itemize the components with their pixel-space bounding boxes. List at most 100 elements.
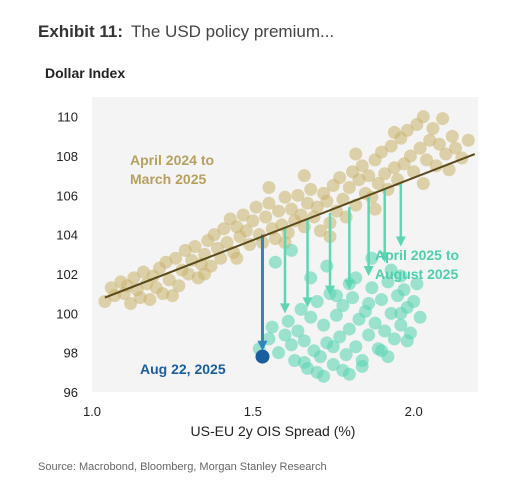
data-point-period1 — [375, 145, 388, 159]
data-point-period1 — [333, 171, 347, 185]
data-point-period1 — [236, 208, 250, 222]
data-point-period1 — [426, 121, 440, 135]
data-point-period1 — [165, 289, 179, 303]
data-point-period1 — [442, 163, 456, 177]
arrow-head — [379, 252, 390, 263]
data-point-period1 — [439, 147, 453, 161]
series-label-period2: April 2025 to August 2025 — [375, 247, 463, 282]
data-point-period2 — [294, 302, 308, 316]
data-point-period2 — [381, 350, 395, 364]
data-point-period2 — [394, 269, 408, 283]
data-point-period2 — [394, 306, 408, 320]
data-point-period2 — [278, 328, 292, 342]
data-point-period1 — [313, 224, 327, 238]
data-point-period2 — [375, 293, 388, 307]
data-point-period1 — [445, 129, 459, 143]
data-point-period2 — [346, 291, 360, 305]
data-point-period2 — [407, 295, 421, 309]
data-point-period2 — [381, 275, 395, 289]
data-point-period1 — [98, 295, 112, 309]
data-point-period1 — [304, 182, 318, 196]
y-tick-label: 96 — [64, 385, 78, 400]
data-point-period1 — [284, 202, 298, 216]
data-point-period1 — [156, 287, 170, 301]
data-point-period2 — [397, 283, 411, 297]
data-point-period1 — [320, 194, 334, 208]
data-point-period2 — [297, 356, 311, 369]
data-point-period1 — [336, 192, 350, 206]
y-tick-label: 110 — [57, 110, 78, 125]
data-point-period1 — [342, 180, 356, 194]
highlight-point — [255, 349, 270, 364]
data-point-period1 — [162, 273, 176, 287]
data-point-period1 — [378, 167, 392, 181]
data-point-period2 — [333, 330, 347, 344]
y-tick-label: 106 — [56, 188, 78, 203]
data-point-period1 — [272, 204, 286, 218]
data-point-period2 — [394, 318, 408, 332]
series-label-period1: April 2024 to March 2025 — [130, 152, 218, 187]
series-label-period2-line2: August 2025 — [375, 266, 458, 282]
data-point-period2 — [310, 295, 324, 309]
data-point-period1 — [400, 123, 414, 137]
data-point-period1 — [436, 112, 450, 126]
data-point-period1 — [198, 267, 212, 281]
data-point-period1 — [294, 208, 308, 222]
data-point-period2 — [326, 340, 340, 354]
data-point-period1 — [407, 165, 421, 179]
exhibit-number: Exhibit 11: — [38, 22, 124, 41]
y-tick-label: 108 — [56, 149, 78, 164]
data-point-period1 — [262, 180, 276, 194]
data-point-period2 — [384, 263, 398, 277]
arrows — [257, 183, 406, 351]
data-point-period1 — [384, 139, 398, 153]
data-point-period1 — [355, 159, 369, 173]
data-point-period2 — [317, 369, 331, 383]
y-tick-label: 102 — [56, 267, 78, 282]
exhibit-title: Exhibit 11: The USD policy premium... — [38, 22, 334, 42]
data-point-period2 — [387, 332, 401, 346]
data-point-period1 — [246, 214, 260, 228]
data-point-period2 — [384, 306, 398, 320]
data-point-period2 — [329, 289, 343, 303]
data-point-period1 — [188, 239, 202, 253]
data-point-period2 — [339, 348, 353, 362]
data-point-period1 — [230, 251, 244, 265]
data-point-period1 — [169, 251, 183, 265]
arrow-head — [325, 285, 336, 296]
data-point-period1 — [420, 153, 434, 167]
data-point-period1 — [329, 204, 343, 218]
data-point-period1 — [416, 177, 430, 191]
data-point-period1 — [310, 200, 324, 214]
data-point-period1 — [124, 297, 138, 310]
y-tick-label: 104 — [56, 228, 78, 243]
data-point-period2 — [265, 320, 279, 334]
arrow-head — [344, 279, 355, 290]
data-point-period1 — [172, 279, 186, 293]
trend-line — [104, 153, 476, 299]
data-point-period2 — [272, 346, 286, 360]
data-point-period1 — [371, 177, 385, 191]
x-tick-label: 1.5 — [244, 404, 262, 419]
series-label-period1-line1: April 2024 to — [130, 152, 214, 168]
data-point-period2 — [291, 324, 305, 338]
y-tick-label: 100 — [56, 306, 78, 321]
y-tick-label: 98 — [64, 346, 78, 361]
data-point-period1 — [429, 159, 443, 173]
x-tick-label: 1.0 — [83, 404, 101, 419]
data-point-period2 — [378, 324, 392, 338]
x-axis-label: US-EU 2y OIS Spread (%) — [191, 423, 356, 439]
data-point-period2 — [297, 334, 311, 348]
data-point-period2 — [400, 334, 414, 348]
data-point-period2 — [284, 338, 298, 352]
data-point-period1 — [416, 110, 430, 124]
series-period1 — [98, 110, 475, 310]
data-point-period2 — [349, 340, 363, 354]
highlight-label: Aug 22, 2025 — [140, 361, 226, 377]
arrow-head — [395, 236, 406, 247]
data-point-period1 — [448, 141, 462, 155]
arrow-head — [280, 303, 290, 314]
data-point-period2 — [326, 357, 340, 371]
